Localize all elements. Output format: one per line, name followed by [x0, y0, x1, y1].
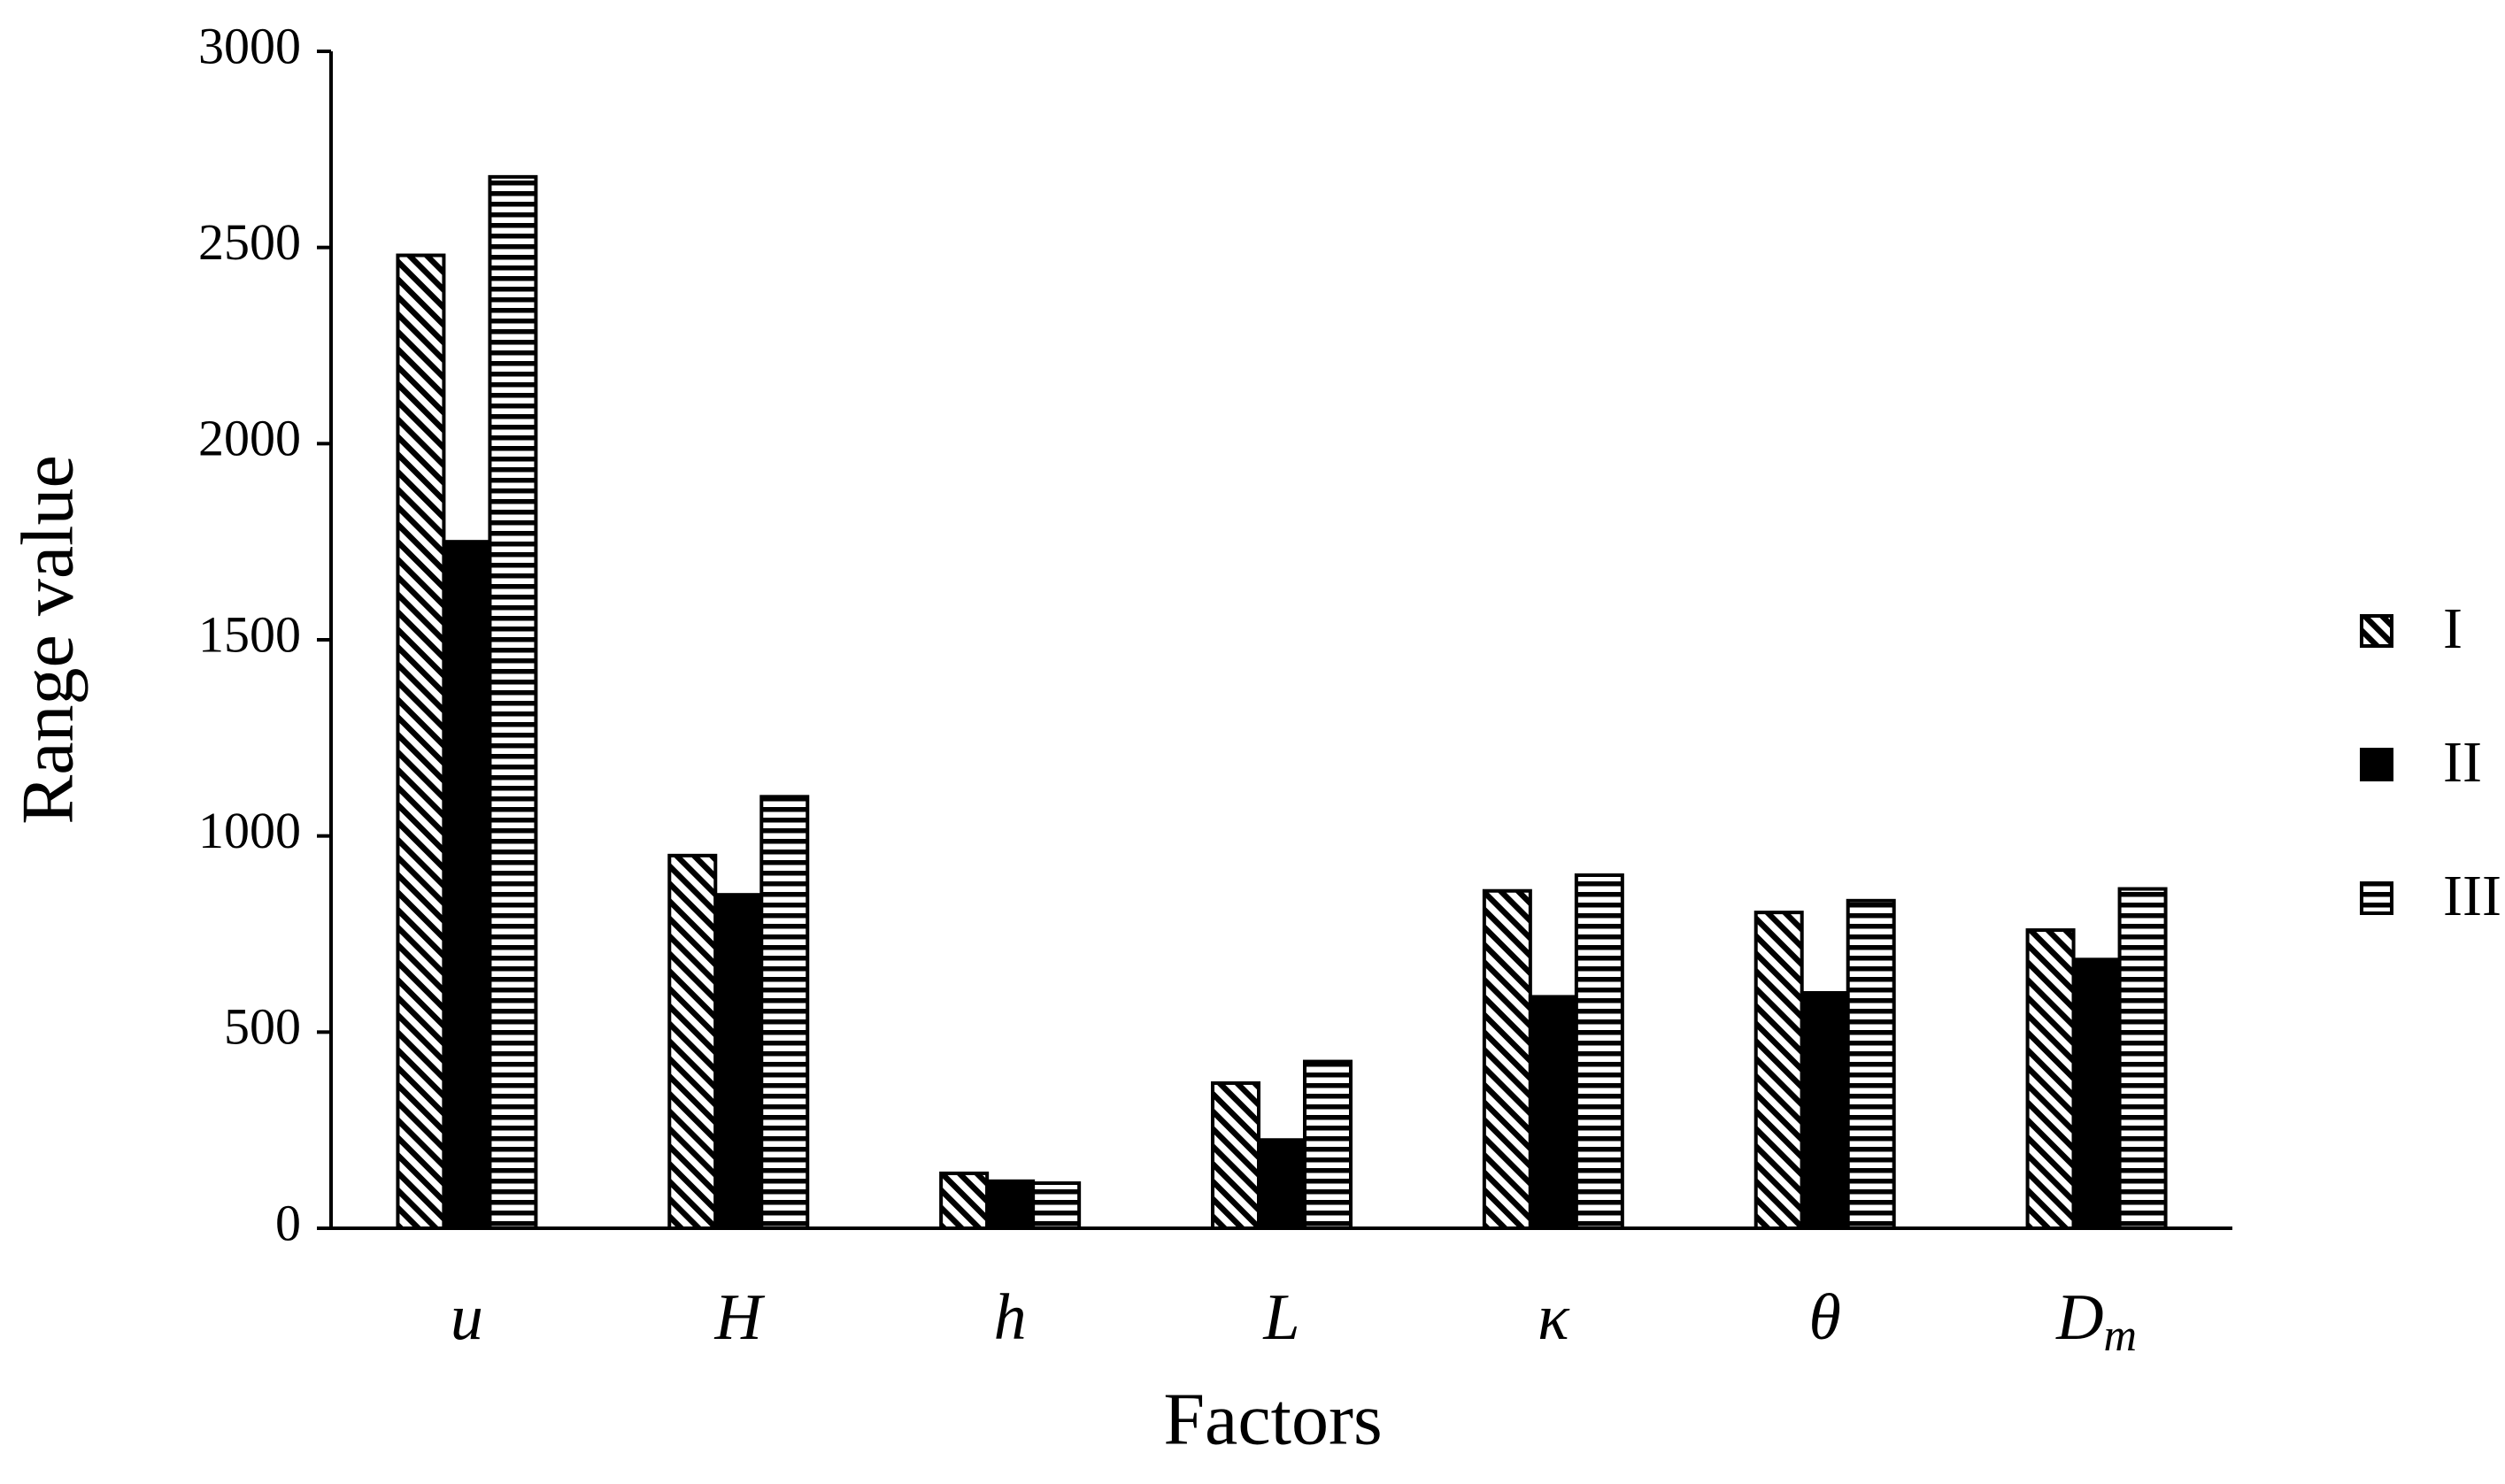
legend-label: I [2443, 596, 2463, 661]
bar [1528, 995, 1578, 1231]
y-axis-title: Range value [6, 455, 89, 825]
bar [2025, 928, 2076, 1230]
bar [2071, 957, 2122, 1230]
x-tick-label: κ [1538, 1281, 1570, 1354]
bar [713, 893, 764, 1231]
y-tick-label: 500 [224, 998, 301, 1056]
bar [1211, 1080, 1260, 1231]
legend-swatch [2360, 748, 2393, 781]
bar [985, 1179, 1036, 1231]
bar [1846, 898, 1896, 1230]
x-axis-title: Factors [1163, 1378, 1382, 1460]
bar [1303, 1059, 1353, 1231]
bar [1031, 1181, 1082, 1231]
bar [442, 540, 492, 1230]
legend-label: II [2443, 730, 2482, 795]
legend-swatch [2360, 881, 2393, 915]
bar [1257, 1138, 1306, 1230]
bar [759, 795, 810, 1230]
x-tick-label: u [451, 1281, 483, 1354]
bar [1482, 888, 1532, 1230]
x-tick-label: H [714, 1281, 766, 1354]
x-tick-label: θ [1809, 1281, 1841, 1354]
bar [667, 853, 718, 1230]
bar [2117, 887, 2168, 1230]
bar [396, 253, 446, 1230]
y-tick-label: 1500 [198, 605, 301, 663]
y-tick-label: 2500 [198, 213, 301, 271]
y-tick-label: 1000 [198, 802, 301, 859]
bar [939, 1171, 990, 1231]
legend-label: III [2443, 864, 2501, 928]
bar [1800, 991, 1850, 1230]
y-tick-label: 3000 [198, 17, 301, 74]
x-tick-label: h [994, 1281, 1027, 1354]
y-tick-label: 2000 [198, 410, 301, 467]
bar [1754, 911, 1804, 1231]
bar [488, 174, 538, 1230]
y-tick-label: 0 [275, 1194, 301, 1251]
bar [1574, 873, 1624, 1230]
x-tick-label: L [1262, 1281, 1299, 1354]
x-tick-label: Dm [2055, 1281, 2137, 1361]
legend-swatch [2360, 614, 2393, 648]
